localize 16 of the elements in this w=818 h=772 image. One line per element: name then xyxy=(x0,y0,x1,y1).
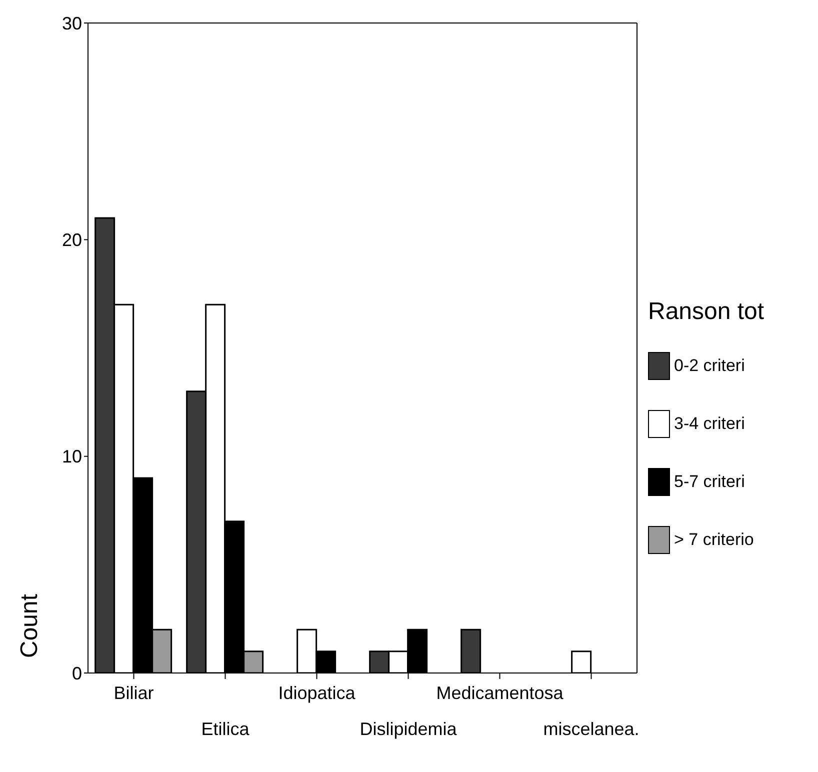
legend-label: 5-7 criteri xyxy=(673,471,746,493)
y-tick-label: 10 xyxy=(62,446,82,467)
legend-label: > 7 criterio xyxy=(673,529,755,551)
y-tick-label: 0 xyxy=(72,663,82,684)
legend-label: 3-4 criteri xyxy=(673,413,746,435)
x-tick-label: miscelanea. xyxy=(543,719,640,739)
legend-label: 0-2 criteri xyxy=(673,355,746,377)
x-tick-label: Medicamentosa xyxy=(436,683,564,703)
legend-title: Ranson tot xyxy=(648,298,766,326)
x-tick-label: Biliar xyxy=(114,683,154,703)
x-tick-label: Idiopatica xyxy=(278,683,356,703)
x-tick-label: Dislipidemia xyxy=(360,719,458,739)
y-axis-title: Count xyxy=(16,594,43,658)
y-tick-label: 30 xyxy=(62,13,82,34)
x-tick-label: Etilica xyxy=(201,719,250,739)
y-tick-label: 20 xyxy=(62,230,82,250)
